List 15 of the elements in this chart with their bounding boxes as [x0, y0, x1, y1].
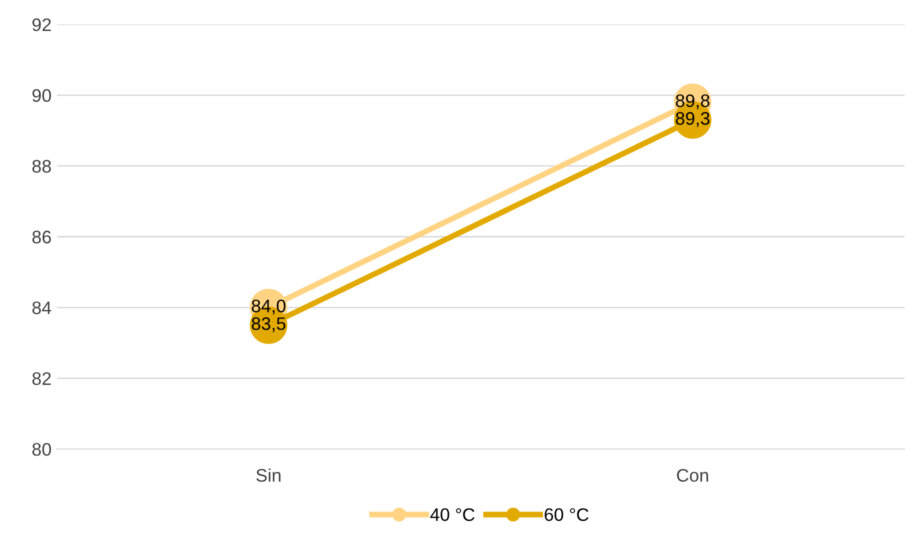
data-label: 83,5 — [252, 317, 286, 332]
y-tick-label: 90 — [32, 89, 51, 102]
legend-label: 60 °C — [544, 508, 588, 522]
y-tick-label: 80 — [32, 442, 51, 456]
x-tick-label: Sin — [256, 468, 280, 482]
y-tick-label: 82 — [32, 372, 51, 386]
data-label: 89,8 — [676, 94, 710, 110]
y-tick-label: 92 — [32, 18, 51, 32]
y-tick-label: 88 — [32, 160, 51, 173]
y-tick-label: 86 — [32, 230, 51, 244]
data-label: 84,0 — [252, 300, 286, 314]
y-tick-label: 84 — [32, 301, 52, 314]
x-tick-label: Con — [677, 468, 708, 482]
legend-label: 40 °C — [430, 508, 475, 522]
data-label: 89,3 — [676, 112, 710, 127]
